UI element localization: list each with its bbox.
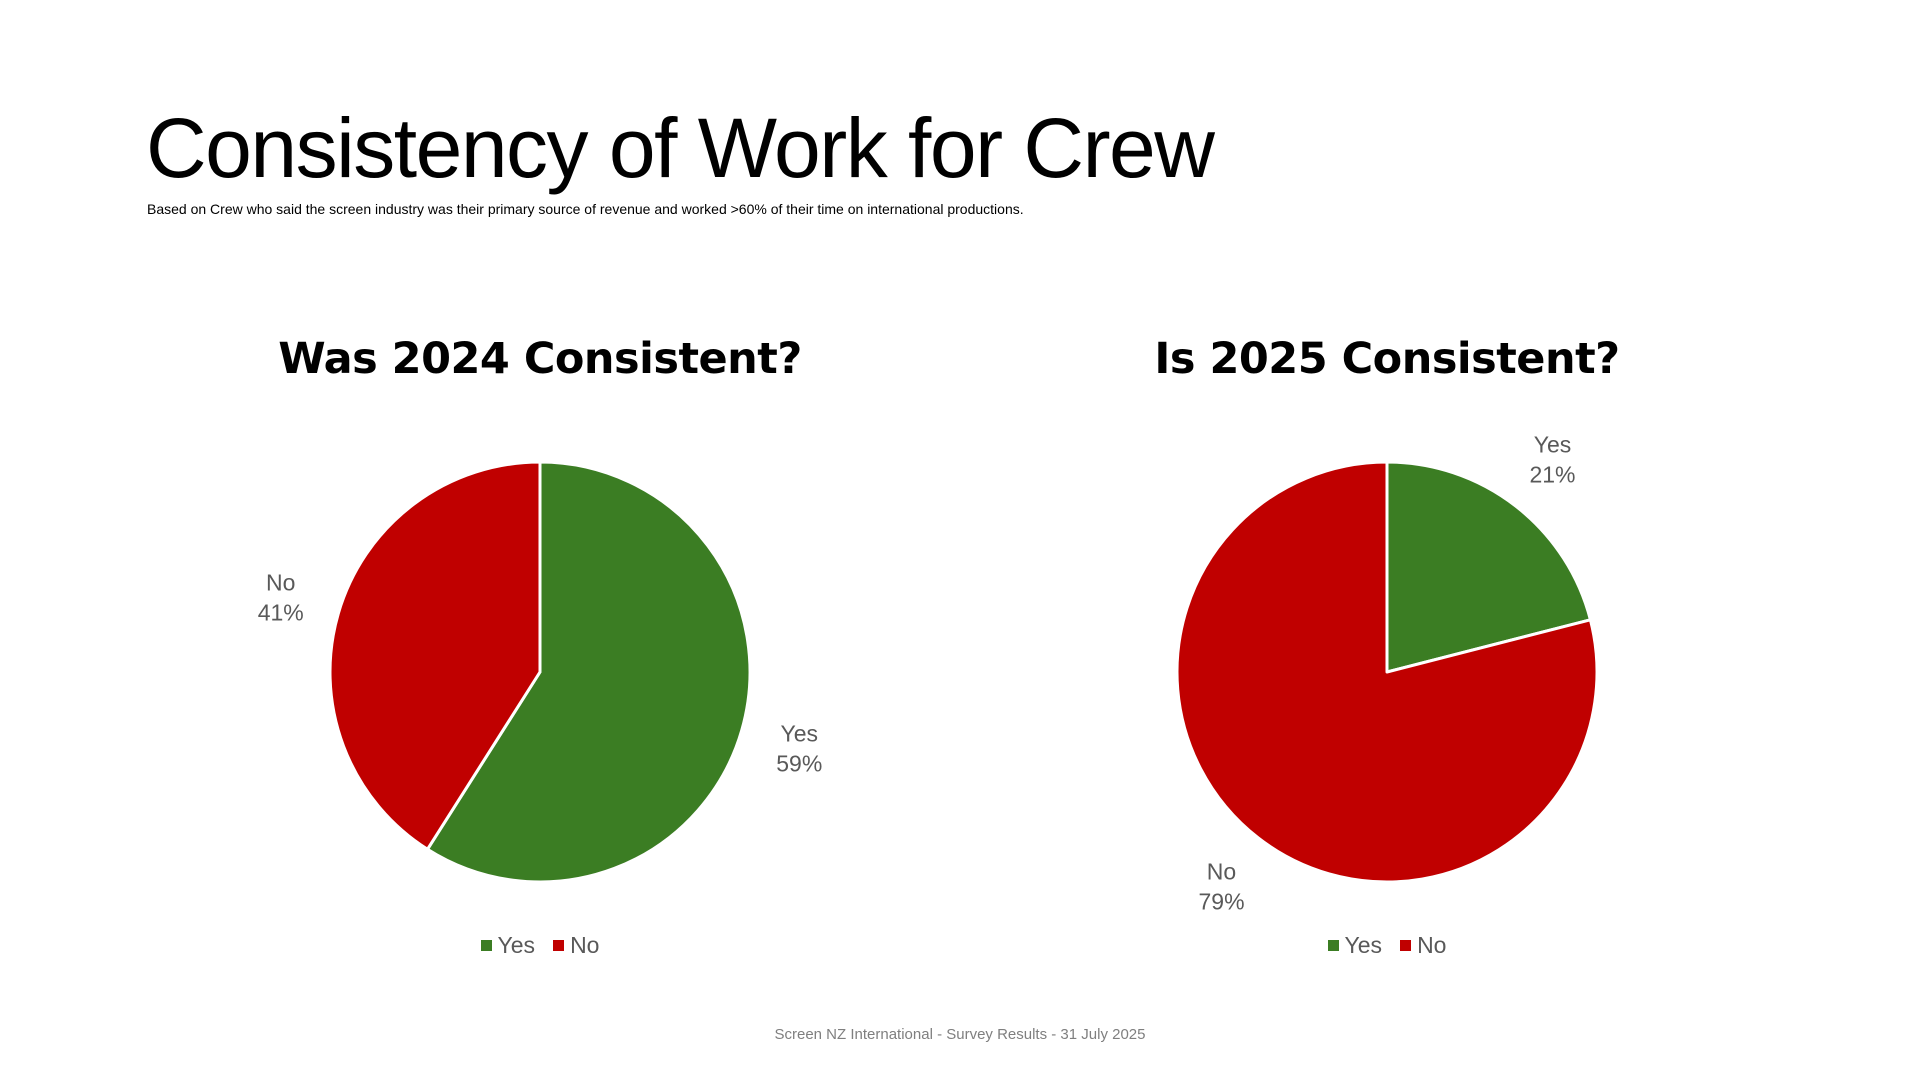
legend-label-yes: Yes: [497, 932, 536, 958]
data-label-value-no: 41%: [258, 600, 304, 626]
data-label-value-yes: 21%: [1529, 462, 1575, 488]
page-subtitle: Based on Crew who said the screen indust…: [147, 201, 1024, 217]
data-label-category-yes: Yes: [1534, 432, 1572, 458]
legend: Yes No: [937, 932, 1837, 959]
data-label-value-no: 79%: [1198, 888, 1244, 914]
chart-2024: Yes 59% No 41% Was 2024 Consistent? Yes No: [90, 320, 990, 980]
chart-title: Is 2025 Consistent?: [1154, 334, 1620, 384]
pie-chart-2025: Yes 21% No 79%: [1175, 432, 1599, 914]
legend-item-yes: Yes: [480, 932, 536, 959]
legend-swatch-yes: [1327, 940, 1339, 951]
pie-slice-no: [328, 460, 542, 851]
legend-label-no: No: [1417, 932, 1447, 958]
data-label-value-yes: 59%: [776, 750, 822, 776]
pie-slice-yes: [425, 460, 752, 884]
legend-label-no: No: [570, 932, 600, 958]
chart-2025: Yes 21% No 79% Is 2025 Consistent? Yes No: [937, 320, 1837, 980]
legend-label-yes: Yes: [1344, 932, 1383, 958]
legend-item-no: No: [1400, 932, 1446, 959]
pie-slice-yes: [1385, 460, 1592, 674]
legend-item-yes: Yes: [1327, 932, 1383, 959]
page-title: Consistency of Work for Crew: [146, 101, 1215, 195]
legend-swatch-no: [553, 940, 565, 951]
data-label-category-yes: Yes: [781, 720, 819, 746]
pie-chart-2024: Yes 59% No 41%: [258, 460, 822, 884]
legend-swatch-yes: [480, 940, 492, 951]
pie-slice-no: [1175, 460, 1599, 884]
data-label-category-no: No: [266, 570, 295, 596]
legend-item-no: No: [553, 932, 599, 959]
legend-swatch-no: [1400, 940, 1412, 951]
legend: Yes No: [90, 932, 990, 959]
data-label-category-no: No: [1207, 858, 1236, 884]
footer: Screen NZ International - Survey Results…: [774, 1026, 1146, 1043]
chart-title: Was 2024 Consistent?: [278, 334, 802, 384]
